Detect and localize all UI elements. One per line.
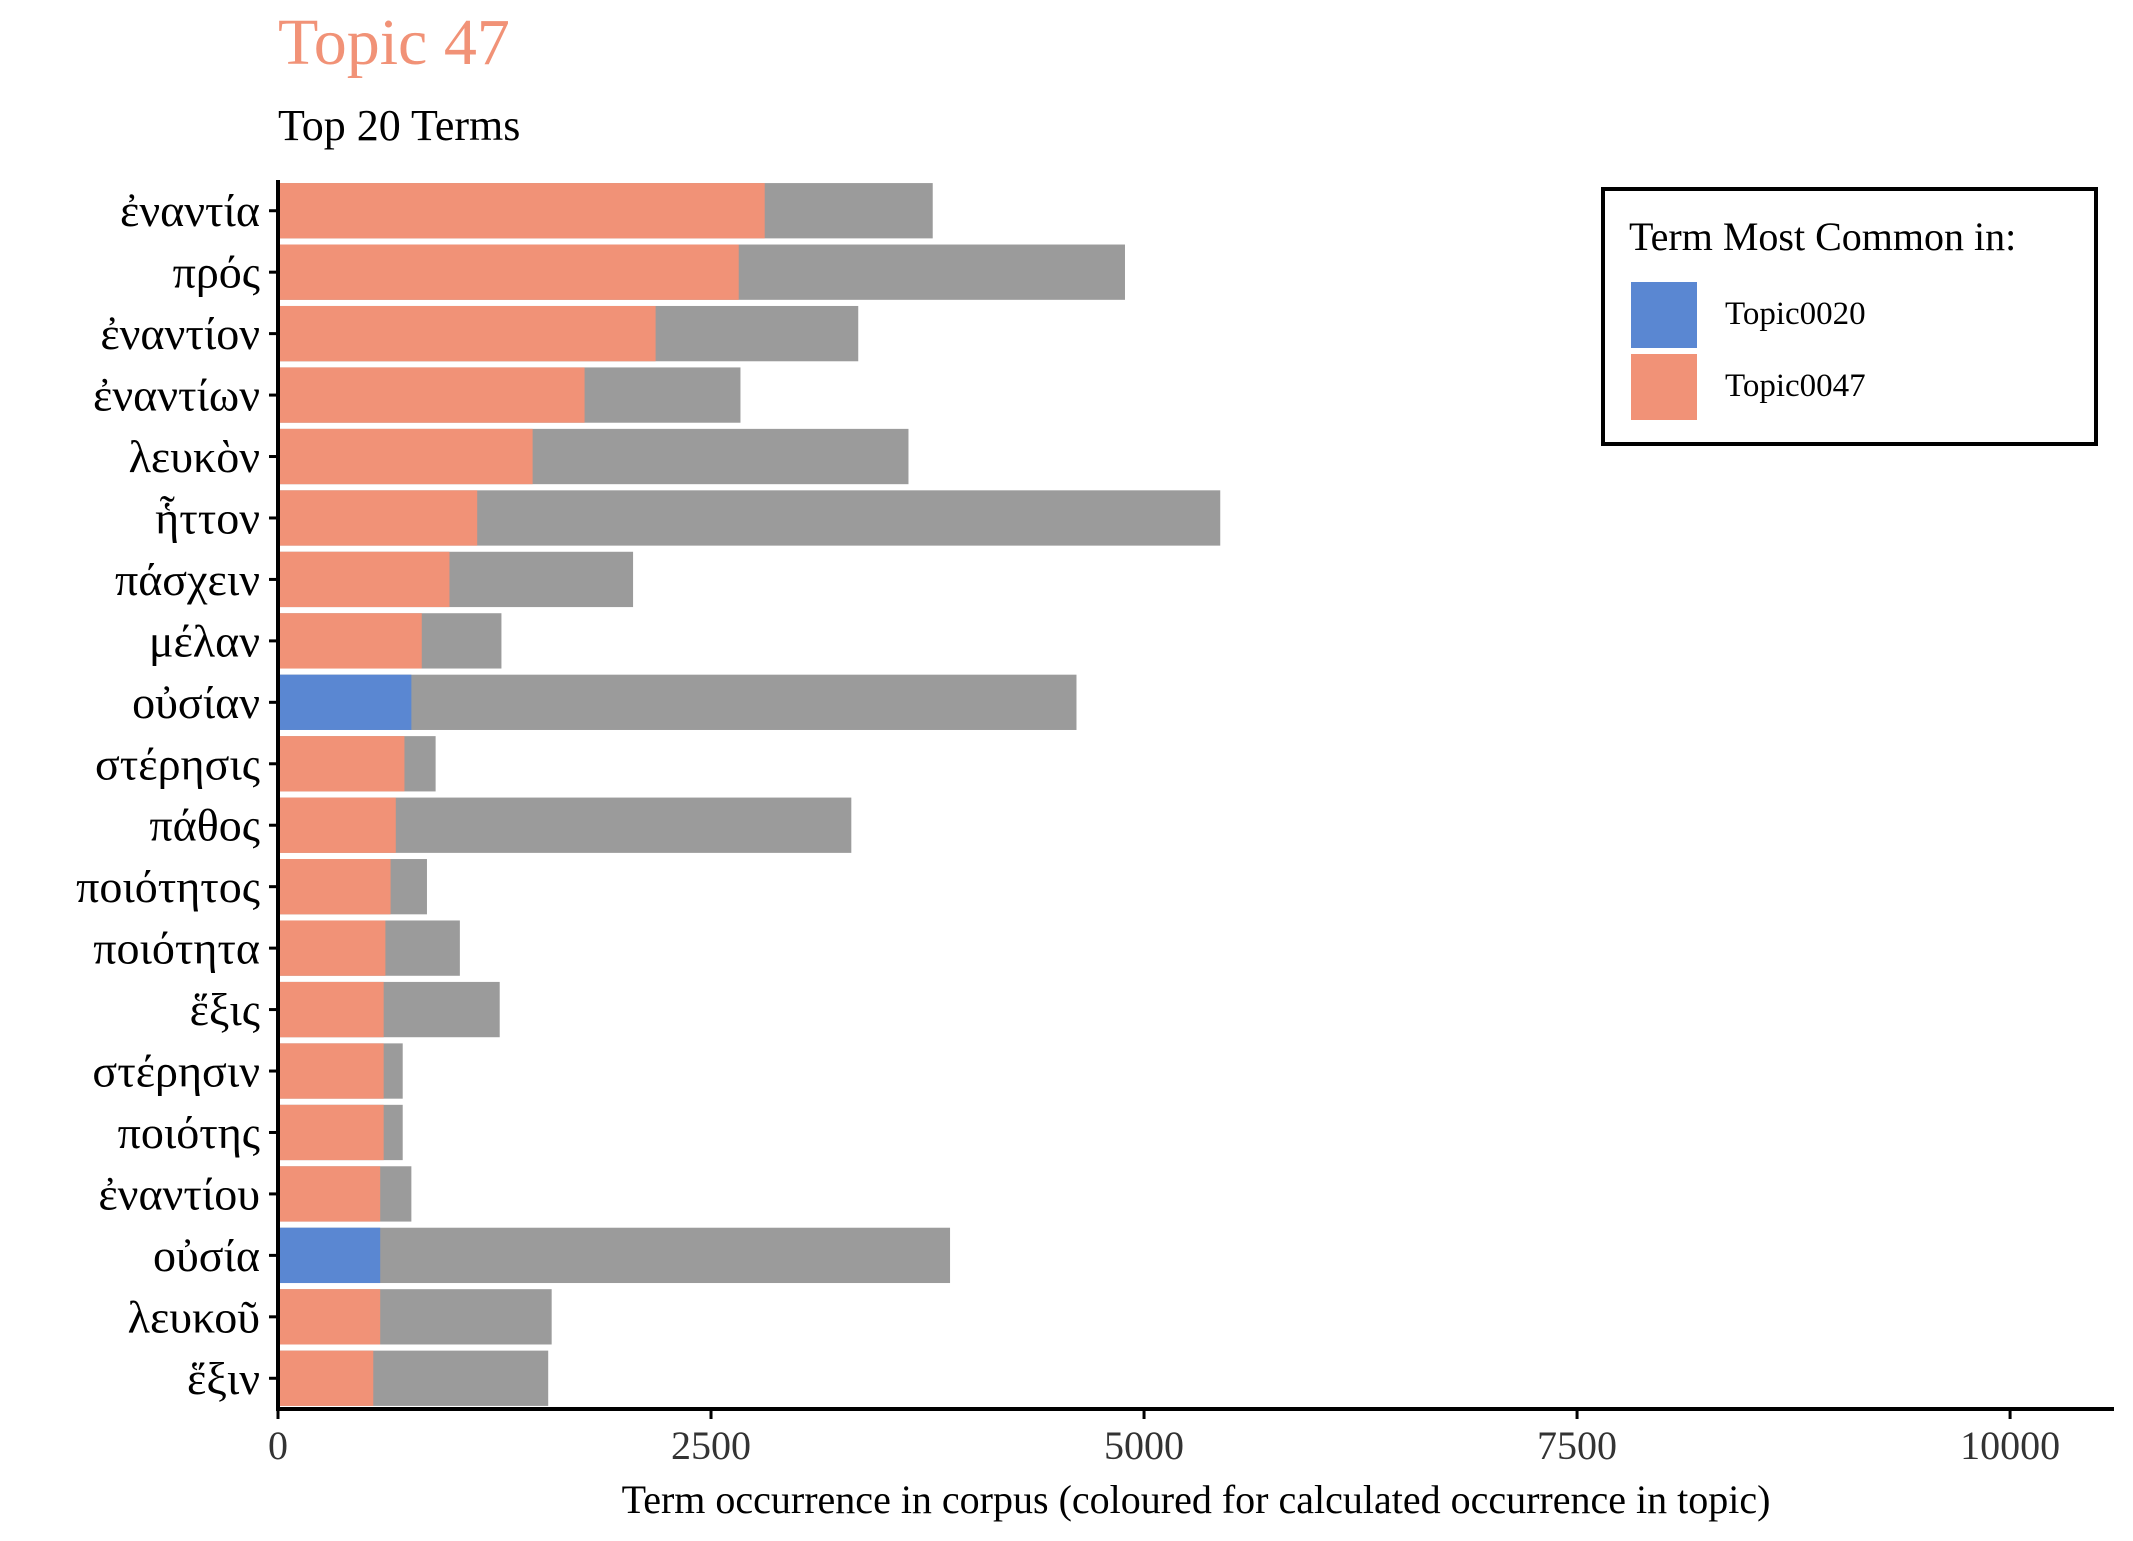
bar-topic-1 [278, 244, 739, 300]
y-tick-label: ποιότης [118, 1107, 260, 1158]
bar-topic-2 [278, 305, 656, 362]
bar-topic-7 [278, 613, 422, 669]
y-tick-label: στέρησιν [92, 1046, 260, 1097]
legend: Term Most Common in: Topic0020 Topic0047 [1601, 187, 2098, 446]
bar-topic-8 [278, 674, 412, 730]
y-tick-label: οὐσίαν [132, 677, 260, 728]
y-tick-label: ποιότητα [93, 923, 260, 974]
bar-topic-15 [278, 1104, 384, 1161]
bar-corpus-17 [278, 1227, 951, 1284]
bar-topic-14 [278, 1043, 384, 1099]
chart-title: Topic 47 [278, 6, 510, 79]
x-tick-label: 5000 [1104, 1423, 1184, 1468]
y-tick-label: πρός [173, 247, 260, 298]
x-tick-label: 7500 [1537, 1423, 1617, 1468]
bar-topic-9 [278, 736, 405, 792]
y-tick-label: μέλαν [149, 615, 260, 666]
legend-title: Term Most Common in: [1629, 214, 2017, 259]
bar-topic-0 [278, 183, 765, 239]
y-tick-label: στέρησις [95, 738, 260, 789]
y-tick-label: ἕξις [190, 984, 260, 1035]
x-axis-label: Term occurrence in corpus (coloured for … [621, 1477, 1771, 1522]
y-tick-label: ἐναντία [120, 185, 260, 236]
bar-topic-5 [278, 490, 478, 546]
bar-topic-3 [278, 367, 585, 423]
bar-topic-11 [278, 859, 391, 915]
legend-item-topic0047: Topic0047 [1631, 354, 2071, 420]
bar-topic-13 [278, 981, 384, 1038]
bar-topic-10 [278, 797, 396, 853]
y-tick-label: ἐναντίον [100, 308, 260, 359]
bar-topic-6 [278, 551, 450, 608]
y-tick-label: ποιότητος [76, 861, 260, 912]
legend-item-topic0020: Topic0020 [1631, 282, 2071, 348]
bar-topic-17 [278, 1227, 381, 1284]
x-tick-label: 2500 [671, 1423, 751, 1468]
bar-topic-19 [278, 1350, 374, 1406]
y-tick-label: ἐναντίων [93, 370, 260, 421]
y-tick-label: ἕξιν [187, 1353, 260, 1404]
legend-swatch-topic0020 [1631, 282, 1697, 348]
y-tick-label: ἐναντίου [98, 1168, 260, 1219]
y-tick-label: λευκοῦ [128, 1291, 260, 1342]
y-axis: ἐναντία πρός ἐναντίον ἐναντίων λευκὸν ἧττον πά… [76, 180, 280, 1411]
bar-topic-18 [278, 1289, 381, 1345]
bar-topic-16 [278, 1166, 381, 1222]
x-axis: 0 2500 5000 7500 10000 [268, 1407, 2114, 1468]
y-tick-label: λευκὸν [129, 431, 260, 482]
bar-topic-12 [278, 920, 386, 976]
y-tick-label: πάθος [149, 800, 260, 851]
y-tick-label: οὐσία [153, 1230, 260, 1281]
bars-group [278, 183, 1221, 1406]
legend-swatch-topic0047 [1631, 354, 1697, 420]
y-tick-label: ἧττον [155, 492, 260, 543]
bar-topic-4 [278, 428, 533, 485]
x-tick-label: 10000 [1960, 1423, 2060, 1468]
x-tick-label: 0 [268, 1423, 288, 1468]
y-tick-label: πάσχειν [115, 554, 260, 605]
legend-label-topic0020: Topic0020 [1725, 296, 1866, 332]
legend-label-topic0047: Topic0047 [1725, 368, 1866, 404]
chart-subtitle: Top 20 Terms [278, 101, 521, 150]
